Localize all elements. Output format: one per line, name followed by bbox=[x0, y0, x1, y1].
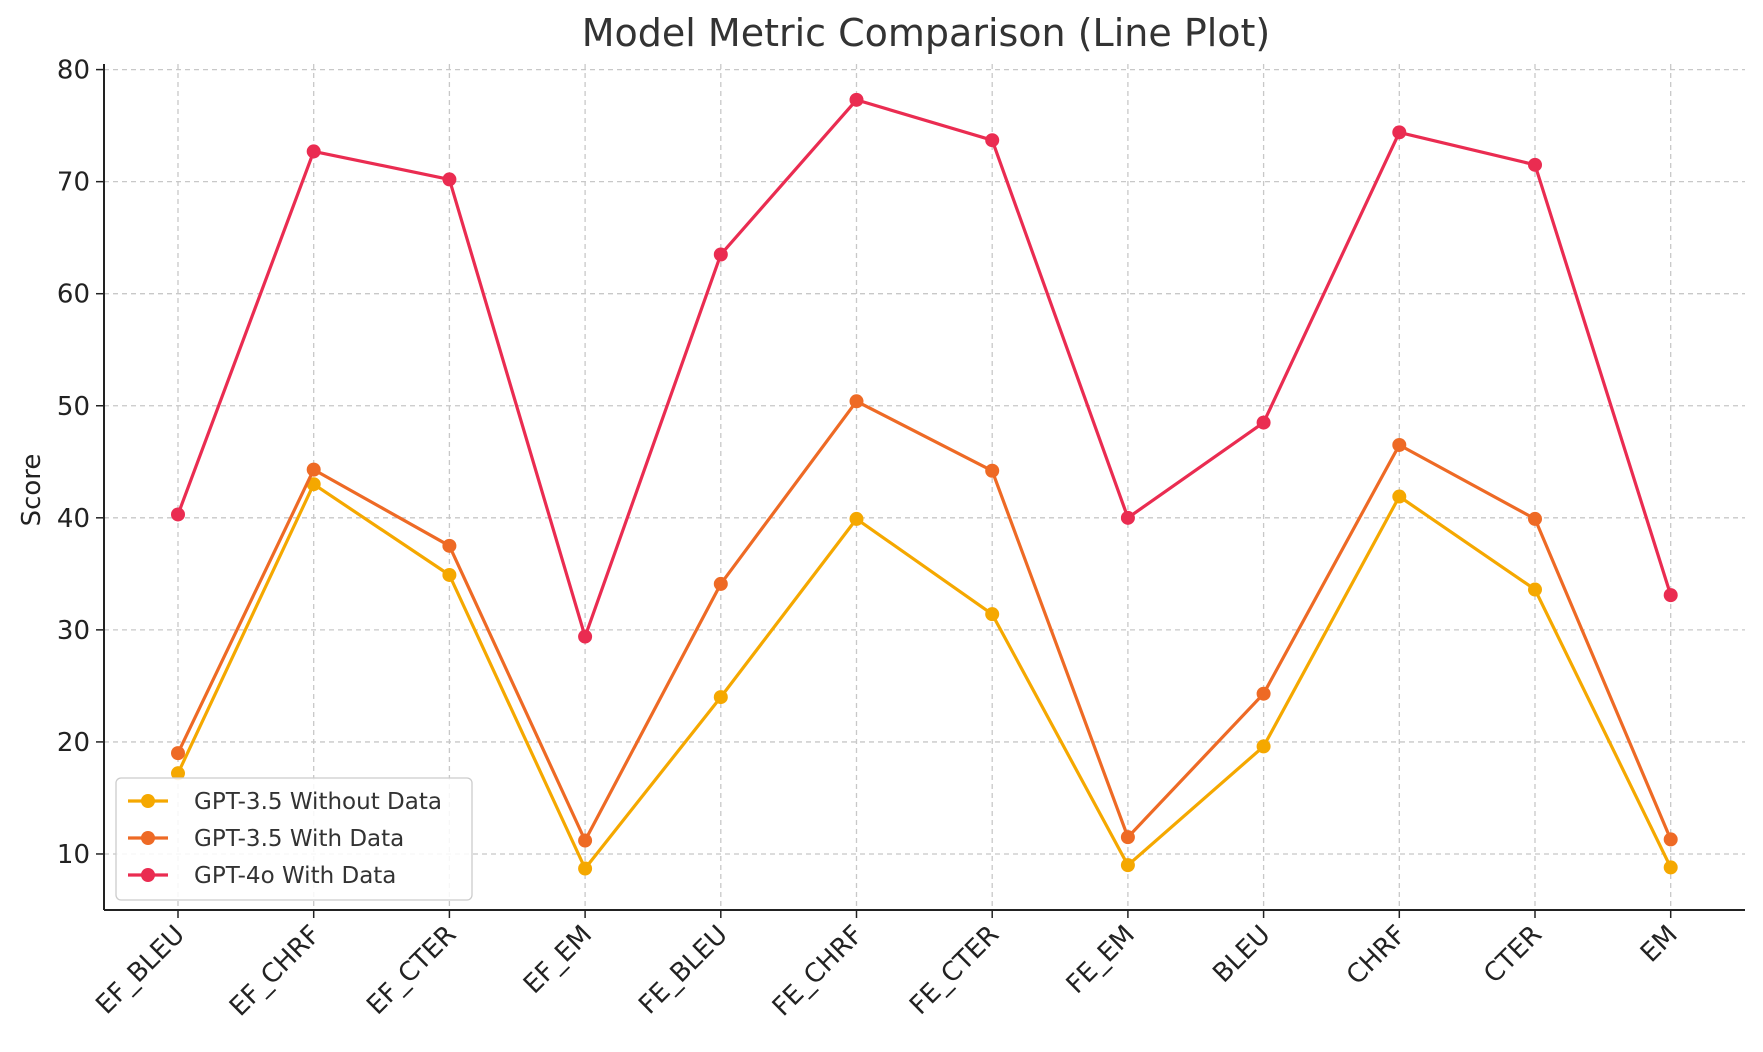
data-point bbox=[1528, 157, 1542, 172]
y-tick-label: 20 bbox=[57, 728, 90, 758]
data-point bbox=[306, 144, 321, 159]
data-point bbox=[849, 511, 864, 526]
data-point bbox=[1120, 510, 1135, 525]
series-2 bbox=[171, 394, 1678, 848]
legend-item: GPT-3.5 With Data bbox=[128, 826, 404, 852]
data-point bbox=[985, 607, 1000, 622]
data-point bbox=[306, 462, 321, 477]
x-tick-label: CTER bbox=[1478, 920, 1548, 990]
data-point bbox=[171, 507, 185, 522]
data-point bbox=[1392, 437, 1407, 452]
series-line bbox=[176, 98, 1673, 639]
legend-item: GPT-3.5 Without Data bbox=[128, 789, 442, 815]
data-point bbox=[1663, 588, 1678, 603]
y-axis-label: Score bbox=[17, 454, 47, 527]
data-point bbox=[578, 629, 593, 644]
legend-swatch-marker bbox=[141, 831, 155, 845]
x-tick-label: FE_EM bbox=[1061, 920, 1141, 1000]
x-tick-label: BLEU bbox=[1207, 920, 1276, 989]
y-tick-label: 50 bbox=[57, 392, 90, 422]
data-point bbox=[713, 247, 728, 262]
series-lines bbox=[171, 92, 1678, 876]
legend-label: GPT-4o With Data bbox=[194, 863, 396, 889]
chart-title: Model Metric Comparison (Line Plot) bbox=[582, 11, 1271, 55]
x-tick-label: EF_BLEU bbox=[90, 920, 191, 1021]
data-point bbox=[713, 576, 728, 591]
x-tick-label: EM bbox=[1635, 920, 1684, 969]
legend-swatch-marker bbox=[141, 868, 155, 882]
series-line bbox=[176, 482, 1673, 871]
data-point bbox=[1528, 582, 1542, 597]
series-line bbox=[176, 399, 1673, 843]
data-point bbox=[1256, 686, 1271, 701]
data-point bbox=[1256, 739, 1271, 754]
data-point bbox=[1392, 489, 1407, 504]
y-tick-label: 10 bbox=[57, 840, 90, 870]
data-point bbox=[1120, 858, 1135, 873]
legend: GPT-3.5 Without Data GPT-3.5 With Data GPT… bbox=[115, 777, 473, 901]
data-point bbox=[1663, 860, 1678, 875]
data-point bbox=[713, 690, 728, 705]
x-tick-label: FE_BLEU bbox=[633, 920, 734, 1021]
x-tick-label: FE_CHRF bbox=[767, 920, 870, 1023]
y-tick-label: 70 bbox=[57, 168, 90, 198]
x-tick-label: FE_CTER bbox=[904, 920, 1005, 1021]
x-tick-label: EF_CHRF bbox=[224, 920, 327, 1023]
series-1 bbox=[171, 477, 1678, 876]
legend-label: GPT-3.5 Without Data bbox=[194, 789, 442, 815]
data-point bbox=[985, 133, 1000, 148]
axes bbox=[96, 64, 1745, 918]
legend-label: GPT-3.5 With Data bbox=[194, 826, 404, 852]
data-point bbox=[1663, 832, 1678, 847]
data-point bbox=[171, 766, 185, 781]
legend-swatch-marker bbox=[141, 794, 155, 808]
data-point bbox=[578, 833, 593, 848]
grid-lines bbox=[104, 64, 1745, 910]
data-point bbox=[442, 172, 457, 187]
y-tick-label: 60 bbox=[57, 280, 90, 310]
data-point bbox=[849, 394, 864, 409]
data-point bbox=[1392, 125, 1407, 140]
legend-box bbox=[115, 777, 473, 901]
data-point bbox=[578, 861, 593, 876]
data-point bbox=[306, 477, 321, 492]
y-tick-label: 80 bbox=[57, 56, 90, 86]
data-point bbox=[1256, 415, 1271, 430]
y-tick-label: 30 bbox=[57, 616, 90, 646]
y-tick-label: 40 bbox=[57, 504, 90, 534]
legend-item: GPT-4o With Data bbox=[128, 863, 396, 889]
x-tick-label: EF_CTER bbox=[361, 920, 462, 1021]
x-tick-label: CHRF bbox=[1341, 920, 1412, 991]
data-point bbox=[1528, 511, 1542, 526]
data-point bbox=[171, 746, 185, 761]
series-3 bbox=[171, 92, 1678, 644]
x-tick-label: EF_EM bbox=[518, 920, 598, 1000]
data-point bbox=[1120, 830, 1135, 845]
data-point bbox=[849, 92, 864, 107]
data-point bbox=[442, 567, 457, 582]
data-point bbox=[985, 463, 1000, 478]
data-point bbox=[442, 538, 457, 553]
